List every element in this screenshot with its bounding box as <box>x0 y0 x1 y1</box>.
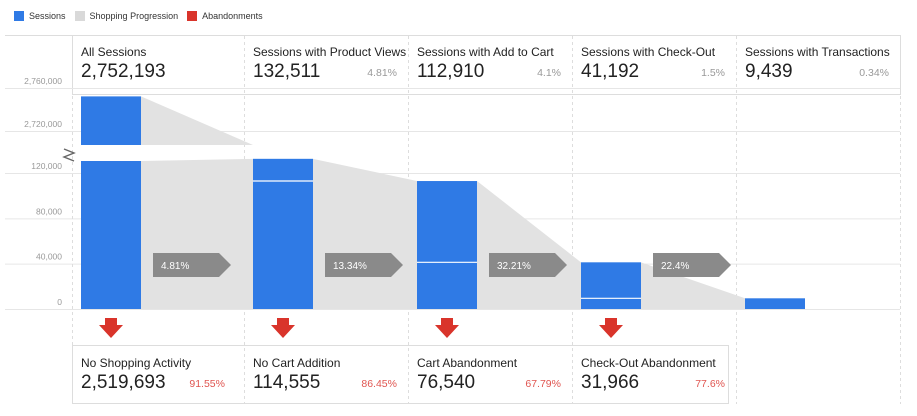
stage-value: 112,910 <box>417 61 485 82</box>
abandonment-name: Check-Out Abandonment <box>581 356 716 370</box>
y-tick-label: 40,000 <box>36 252 62 262</box>
y-tick-label: 2,720,000 <box>24 119 62 129</box>
abandonment-arrow <box>599 318 623 338</box>
abandonment-item[interactable]: No Shopping Activity 2,519,693 91.55% <box>81 356 225 396</box>
stage-value: 2,752,193 <box>81 61 166 82</box>
legend-label-shopping-progression: Shopping Progression <box>89 11 179 21</box>
abandonment-item[interactable]: No Cart Addition 114,555 86.45% <box>253 356 397 396</box>
abandonment-pct: 86.45% <box>361 378 397 390</box>
bar-all-sessions-lower <box>81 161 141 309</box>
legend-item-sessions[interactable]: Sessions <box>14 11 66 21</box>
stage-name: Sessions with Product Views <box>253 45 407 59</box>
abandonment-arrow <box>271 318 295 338</box>
abandonment-value: 76,540 <box>417 372 476 393</box>
progression-band <box>313 158 417 309</box>
progression-pct-label: 32.21% <box>497 261 531 272</box>
arrows-layer: 4.81% 13.34% 32.21% 22.4% <box>99 253 731 338</box>
abandonment-value: 114,555 <box>253 372 321 393</box>
abandonment-pct: 91.55% <box>189 378 225 390</box>
stage-pct: 0.34% <box>859 67 889 79</box>
chart-legend: Sessions Shopping Progression Abandonmen… <box>14 9 272 23</box>
axis-break-icon <box>62 148 76 162</box>
stage-name: Sessions with Transactions <box>745 45 890 59</box>
y-axis-ticks: 2,760,000 2,720,000 120,000 80,000 40,000 0 <box>24 76 62 307</box>
y-tick-label: 0 <box>57 297 62 307</box>
bar-4 <box>581 262 641 309</box>
stage-header[interactable]: Sessions with Add to Cart 112,910 4.1% <box>417 45 561 85</box>
stage-value: 9,439 <box>745 61 793 82</box>
legend-item-abandonments[interactable]: Abandonments <box>187 11 263 21</box>
legend-label-abandonments: Abandonments <box>202 11 263 21</box>
abandonment-frame <box>72 345 729 404</box>
stage-name: Sessions with Check-Out <box>581 45 716 59</box>
bar-2 <box>253 158 313 309</box>
progression-arrow <box>325 253 403 277</box>
bar-all-sessions-upper <box>81 96 141 145</box>
stage-header[interactable]: Sessions with Check-Out 41,192 1.5% <box>581 45 725 85</box>
stage-header[interactable]: All Sessions 2,752,193 <box>81 45 225 85</box>
y-tick-label: 120,000 <box>31 161 62 171</box>
stage-pct: 4.81% <box>367 67 397 79</box>
abandonment-value: 31,966 <box>581 372 640 393</box>
stage-header[interactable]: Sessions with Transactions 9,439 0.34% <box>745 45 890 85</box>
stage-pct: 4.1% <box>537 67 561 79</box>
bar-5 <box>745 298 805 309</box>
y-tick-label: 80,000 <box>36 206 62 216</box>
legend-swatch-sessions <box>14 11 24 21</box>
abandonment-name: No Shopping Activity <box>81 356 192 370</box>
stage-name: Sessions with Add to Cart <box>417 45 554 59</box>
stage-header-frame <box>72 35 901 95</box>
progression-arrow <box>153 253 231 277</box>
abandonment-name: No Cart Addition <box>253 356 341 370</box>
legend-swatch-shopping-progression <box>74 11 85 21</box>
bar-3 <box>417 181 477 309</box>
stage-value: 41,192 <box>581 61 640 82</box>
bars-layer <box>62 96 805 309</box>
progression-arrow <box>489 253 567 277</box>
abandonment-arrow <box>99 318 123 338</box>
abandonment-arrow <box>435 318 459 338</box>
abandonment-item[interactable]: Check-Out Abandonment 31,966 77.6% <box>581 356 725 396</box>
progression-pct-label: 22.4% <box>661 261 689 272</box>
stage-value: 132,511 <box>253 61 321 82</box>
progression-band <box>141 96 253 145</box>
abandonment-name: Cart Abandonment <box>417 356 518 370</box>
progression-band <box>477 181 581 309</box>
stage-header[interactable]: Sessions with Product Views 132,511 4.81% <box>253 45 406 85</box>
progression-band <box>141 158 253 309</box>
legend-swatch-abandonments <box>187 11 198 21</box>
stage-pct: 1.5% <box>701 67 725 79</box>
stage-name: All Sessions <box>81 45 147 59</box>
progression-pct-label: 13.34% <box>333 261 367 272</box>
abandonment-pct: 67.79% <box>525 378 561 390</box>
abandonment-item[interactable]: Cart Abandonment 76,540 67.79% <box>417 356 561 396</box>
legend-item-shopping-progression[interactable]: Shopping Progression <box>74 11 179 21</box>
legend-label-sessions: Sessions <box>29 11 66 21</box>
y-tick-label: 2,760,000 <box>24 76 62 86</box>
abandonment-pct: 77.6% <box>695 378 725 390</box>
progression-pct-label: 4.81% <box>161 261 189 272</box>
progression-arrow <box>653 253 731 277</box>
abandonment-value: 2,519,693 <box>81 372 166 393</box>
